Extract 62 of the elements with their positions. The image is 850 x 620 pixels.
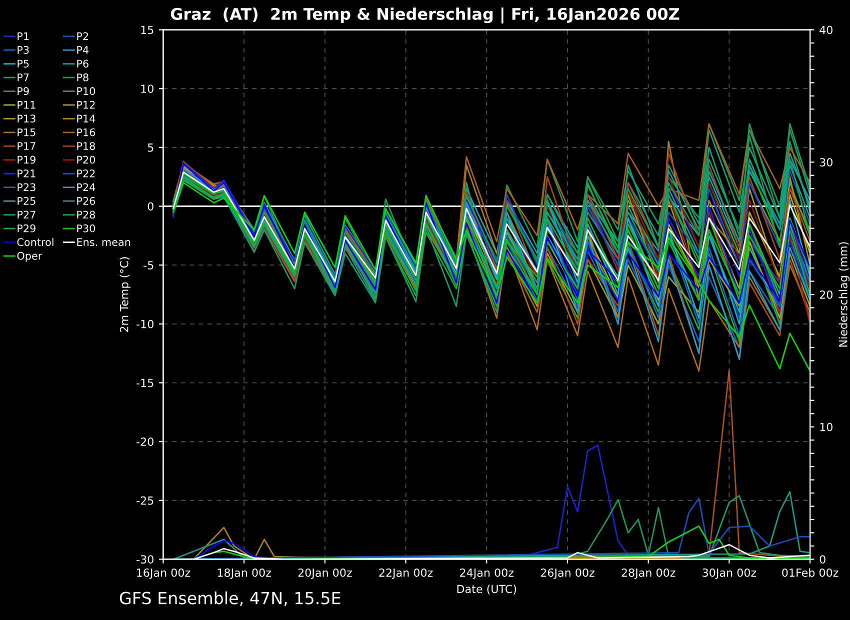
legend-label: P8 (77, 73, 88, 82)
x-tick-label: 20Jan 00z (298, 568, 352, 579)
y-tick-label: -5 (144, 261, 154, 270)
y2-tick-label: 20 (820, 290, 832, 299)
y-tick-label: -25 (136, 496, 154, 505)
legend-label: P11 (18, 101, 36, 109)
legend-label: P28 (77, 210, 96, 219)
x-tick-label: 01Feb 00z (782, 568, 838, 577)
legend-label: P30 (77, 224, 96, 232)
text: GFS Ensemble, 47N, 15.5E (120, 591, 340, 606)
legend-label: P12 (77, 100, 95, 109)
legend-label: P29 (18, 224, 36, 232)
y-tick-label: -10 (136, 320, 154, 328)
legend-label: P15 (18, 128, 36, 136)
x-tick-label: 26Jan 00z (540, 568, 594, 579)
legend-label: P22 (77, 170, 95, 178)
legend-label: P2 (77, 32, 88, 40)
legend-label: P1 (18, 32, 29, 40)
x-tick-label: 22Jan 00z (379, 568, 433, 579)
legend-label: Ens. mean (77, 238, 130, 246)
legend-label: P25 (18, 196, 36, 205)
legend-label: P6 (77, 60, 88, 68)
legend-label: P24 (77, 183, 96, 191)
y-tick-label: -15 (136, 378, 154, 388)
legend-label: P13 (18, 114, 36, 122)
y2-tick-label: 30 (820, 158, 832, 167)
y2-tick-label: 40 (820, 26, 832, 34)
legend-label: P9 (18, 87, 29, 96)
y-tick-label: -30 (136, 555, 154, 564)
legend-label: P14 (77, 114, 96, 122)
y2-tick-label: 0 (820, 555, 826, 564)
y-tick-label: -20 (136, 438, 154, 446)
x-tick-label: 24Jan 00z (460, 568, 514, 579)
legend-label: P23 (18, 183, 36, 192)
y-axis-title: 2m Temp (°C) (120, 257, 130, 332)
legend-label: P10 (77, 87, 96, 96)
chart-title: Graz (AT) 2m Temp & Niederschlag | Fri, 16Jan2026 00Z (170, 8, 680, 24)
x-tick-label: 16Jan 00z (137, 568, 190, 579)
legend-label: P7 (18, 74, 29, 82)
legend-label: P27 (18, 210, 36, 218)
legend-label: P18 (77, 142, 96, 150)
x-tick-label: 30Jan 00z (702, 568, 756, 579)
x-axis-title: Date (UTC) (457, 584, 516, 594)
legend-label: P4 (77, 46, 89, 54)
legend-label: P17 (18, 142, 36, 150)
y-tick-label: 0 (148, 202, 154, 211)
legend-label: P20 (77, 156, 96, 164)
y-tick-label: 5 (148, 144, 154, 152)
y2-tick-label: 10 (820, 422, 832, 432)
y2-axis-title: Niederschlag (mm) (838, 242, 850, 347)
x-tick-label: 28Jan 00z (622, 568, 676, 579)
y-tick-label: 15 (141, 26, 154, 34)
legend-label: P5 (18, 60, 29, 68)
legend-label: P21 (18, 170, 36, 178)
legend-label: P19 (18, 156, 36, 164)
y-tick-label: 10 (141, 84, 154, 93)
legend-label: P26 (77, 196, 96, 205)
legend-label: Oper (17, 252, 42, 262)
x-tick-label: 18Jan 00z (218, 568, 271, 579)
legend-label: P3 (18, 46, 29, 54)
legend-label: P16 (77, 128, 96, 136)
legend-label: Control (17, 238, 54, 246)
